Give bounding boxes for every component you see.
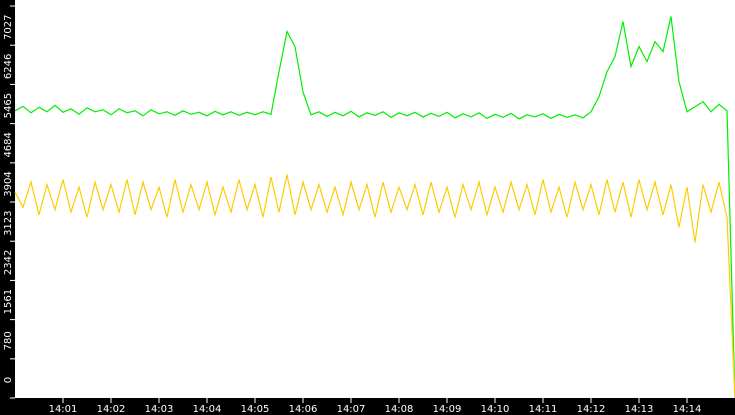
x-tick-label: 14:10 xyxy=(481,404,510,415)
series-line-1 xyxy=(14,174,735,399)
x-tick-label: 14:09 xyxy=(433,404,462,415)
y-tick-label: 1561 xyxy=(3,289,14,314)
y-tick-label: 3904 xyxy=(3,171,14,196)
x-tick-label: 14:05 xyxy=(241,404,270,415)
plot-area xyxy=(15,0,735,398)
y-tick-label: 5465 xyxy=(3,93,14,118)
y-tick-label: 7808 xyxy=(3,0,14,1)
y-tick-label: 7027 xyxy=(3,14,14,39)
y-tick-label: 2342 xyxy=(3,250,14,275)
series-line-0 xyxy=(14,16,735,399)
x-tick-label: 14:11 xyxy=(529,404,558,415)
x-tick-label: 14:06 xyxy=(289,404,318,415)
y-tick-label: 0 xyxy=(3,377,14,383)
x-tick-label: 14:13 xyxy=(625,404,654,415)
x-tick-label: 14:14 xyxy=(673,404,702,415)
y-tick-label: 4684 xyxy=(3,132,14,157)
x-tick-label: 14:12 xyxy=(577,404,606,415)
y-tick-label: 3123 xyxy=(3,210,14,235)
x-tick-label: 14:08 xyxy=(385,404,414,415)
x-tick-label: 14:03 xyxy=(145,404,174,415)
y-tick-label: 780 xyxy=(3,331,14,350)
x-tick-label: 14:04 xyxy=(193,404,222,415)
y-tick-label: 6246 xyxy=(3,54,14,79)
x-tick-label: 14:01 xyxy=(49,404,78,415)
x-tick-label: 14:07 xyxy=(337,404,366,415)
x-tick-label: 14:02 xyxy=(97,404,126,415)
